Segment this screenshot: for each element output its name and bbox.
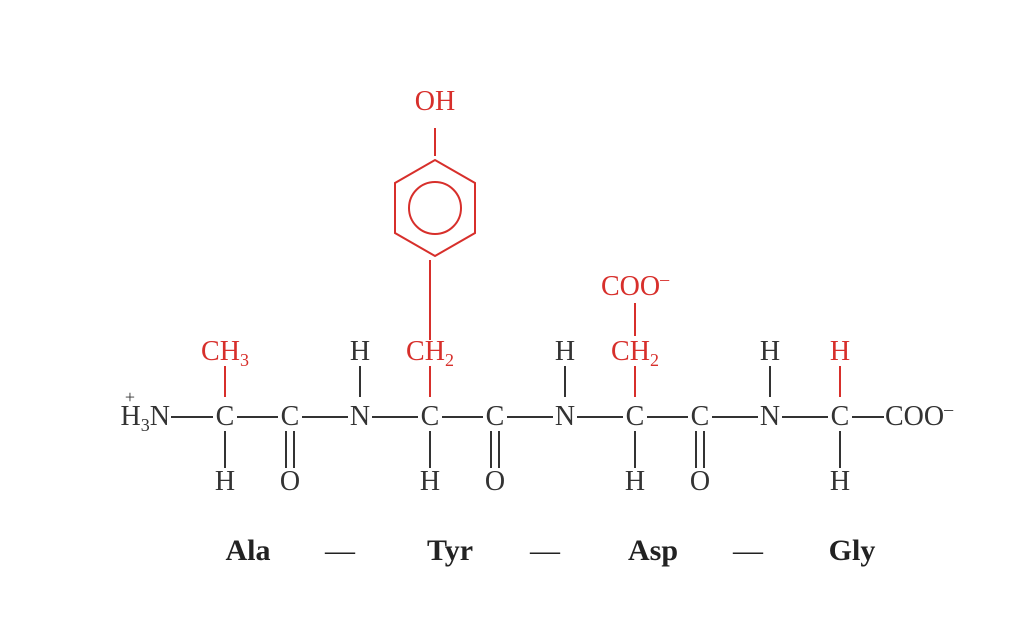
atom-CH2_c3: CH2 (406, 336, 454, 370)
atom-H_n1: H (350, 336, 370, 367)
sup-plus: + (125, 387, 135, 407)
tyr-ring-circle (409, 182, 461, 234)
atom-H_c7: H (830, 466, 850, 497)
atom-O_c4: O (485, 466, 505, 497)
label-asp: Asp (628, 534, 678, 567)
atom-n2: N (555, 401, 575, 432)
atom-c6: C (691, 401, 710, 432)
atom-n1: N (350, 401, 370, 432)
atom-c1: C (216, 401, 235, 432)
atom-CH3_c1: CH3 (201, 336, 249, 370)
tyr-hexagon (395, 160, 475, 256)
atom-O_c6: O (690, 466, 710, 497)
atom-H_c1: H (215, 466, 235, 497)
label-ala: Ala (226, 534, 271, 567)
atom-H_n2: H (555, 336, 575, 367)
label-d1: — (324, 534, 356, 567)
atom-O_c2: O (280, 466, 300, 497)
label-gly: Gly (829, 534, 876, 567)
atom-tyr-oh: OH (415, 86, 455, 117)
atom-H_c3: H (420, 466, 440, 497)
label-d2: — (529, 534, 561, 567)
atom-H_c7: H (830, 336, 850, 367)
atom-n3: N (760, 401, 780, 432)
atom-c2: C (281, 401, 300, 432)
atom-c4: C (486, 401, 505, 432)
atom-asp-coo: COO– (601, 269, 670, 302)
atom-c3: C (421, 401, 440, 432)
atom-CH2_c5: CH2 (611, 336, 659, 370)
atom-coo-term: COO– (885, 399, 954, 432)
label-tyr: Tyr (427, 534, 473, 567)
atom-H_c5: H (625, 466, 645, 497)
atom-c7: C (831, 401, 850, 432)
peptide-structure-diagram: H3N+CCNCCNCCNCCOO–HOHOHOHCH3HCH2HCH2HHCO… (0, 0, 1024, 625)
label-d3: — (732, 534, 764, 567)
atom-H_n3: H (760, 336, 780, 367)
atom-c5: C (626, 401, 645, 432)
